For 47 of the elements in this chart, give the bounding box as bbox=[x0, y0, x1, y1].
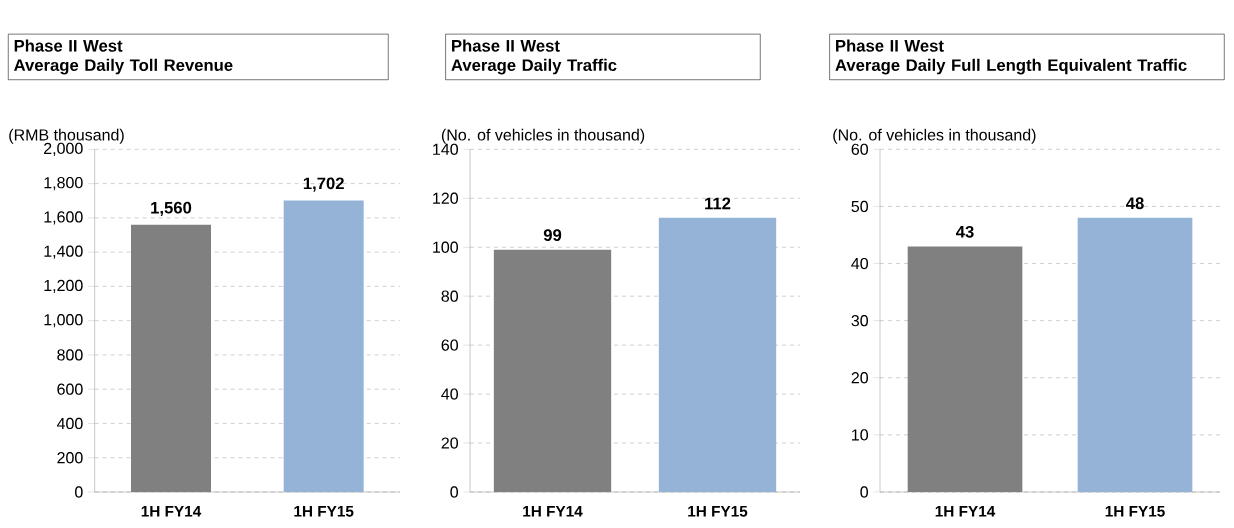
x-tick-label: 1H FY14 bbox=[935, 506, 996, 517]
y-tick-label: 2,000 bbox=[44, 142, 83, 156]
chart-title: Phase II West bbox=[452, 39, 560, 52]
y-tick-label: 20 bbox=[851, 372, 869, 384]
x-tick-label: 1H FY15 bbox=[1105, 506, 1165, 517]
y-tick-label: 100 bbox=[433, 241, 459, 253]
y-axis-title: (No. of vehicles in thousand) bbox=[441, 128, 645, 144]
chart-subtitle: Average Daily Toll Revenue bbox=[14, 58, 233, 75]
y-tick-label: 0 bbox=[450, 486, 459, 498]
data-label: 1,560 bbox=[151, 201, 192, 216]
y-tick-label: 1,800 bbox=[44, 176, 83, 191]
chart-subtitle: Average Daily Traffic bbox=[451, 58, 617, 75]
y-tick-label: 0 bbox=[860, 486, 869, 498]
y-tick-label: 80 bbox=[441, 290, 459, 302]
x-tick-label: 1H FY14 bbox=[141, 506, 202, 517]
x-tick-label: 1H FY15 bbox=[688, 506, 748, 517]
data-label: 99 bbox=[543, 229, 562, 241]
y-axis-title: (RMB thousand) bbox=[9, 128, 124, 144]
y-tick-label: 800 bbox=[57, 349, 83, 361]
y-tick-label: 40 bbox=[851, 257, 869, 270]
y-tick-label: 200 bbox=[57, 452, 83, 464]
y-tick-label: 1,200 bbox=[44, 279, 83, 294]
data-label: 1,702 bbox=[303, 177, 344, 192]
y-axis-title: (No. of vehicles in thousand) bbox=[833, 128, 1036, 144]
y-tick-label: 140 bbox=[433, 143, 459, 155]
data-label: 43 bbox=[955, 225, 974, 238]
x-tick-label: 1H FY15 bbox=[294, 506, 354, 517]
y-tick-label: 120 bbox=[433, 192, 459, 204]
y-tick-label: 10 bbox=[852, 429, 869, 441]
y-tick-label: 50 bbox=[851, 200, 869, 213]
data-label: 112 bbox=[705, 197, 731, 210]
chart-title: Phase II West bbox=[836, 39, 944, 52]
y-tick-label: 40 bbox=[441, 388, 459, 400]
chart-title: Phase II West bbox=[14, 39, 123, 52]
y-tick-label: 60 bbox=[441, 339, 459, 351]
y-tick-label: 20 bbox=[441, 437, 459, 449]
y-tick-label: 30 bbox=[851, 315, 869, 327]
y-tick-label: 1,000 bbox=[44, 314, 83, 328]
data-label: 48 bbox=[1126, 197, 1144, 210]
y-tick-label: 0 bbox=[75, 486, 83, 498]
y-tick-label: 1,600 bbox=[44, 211, 83, 225]
y-tick-label: 400 bbox=[56, 417, 83, 430]
y-tick-label: 1,400 bbox=[44, 245, 83, 259]
chart-subtitle: Average Daily Full Length Equivalent Traffic bbox=[835, 58, 1187, 75]
x-tick-label: 1H FY14 bbox=[523, 506, 583, 517]
y-tick-label: 600 bbox=[57, 383, 83, 395]
y-tick-label: 60 bbox=[851, 143, 869, 155]
